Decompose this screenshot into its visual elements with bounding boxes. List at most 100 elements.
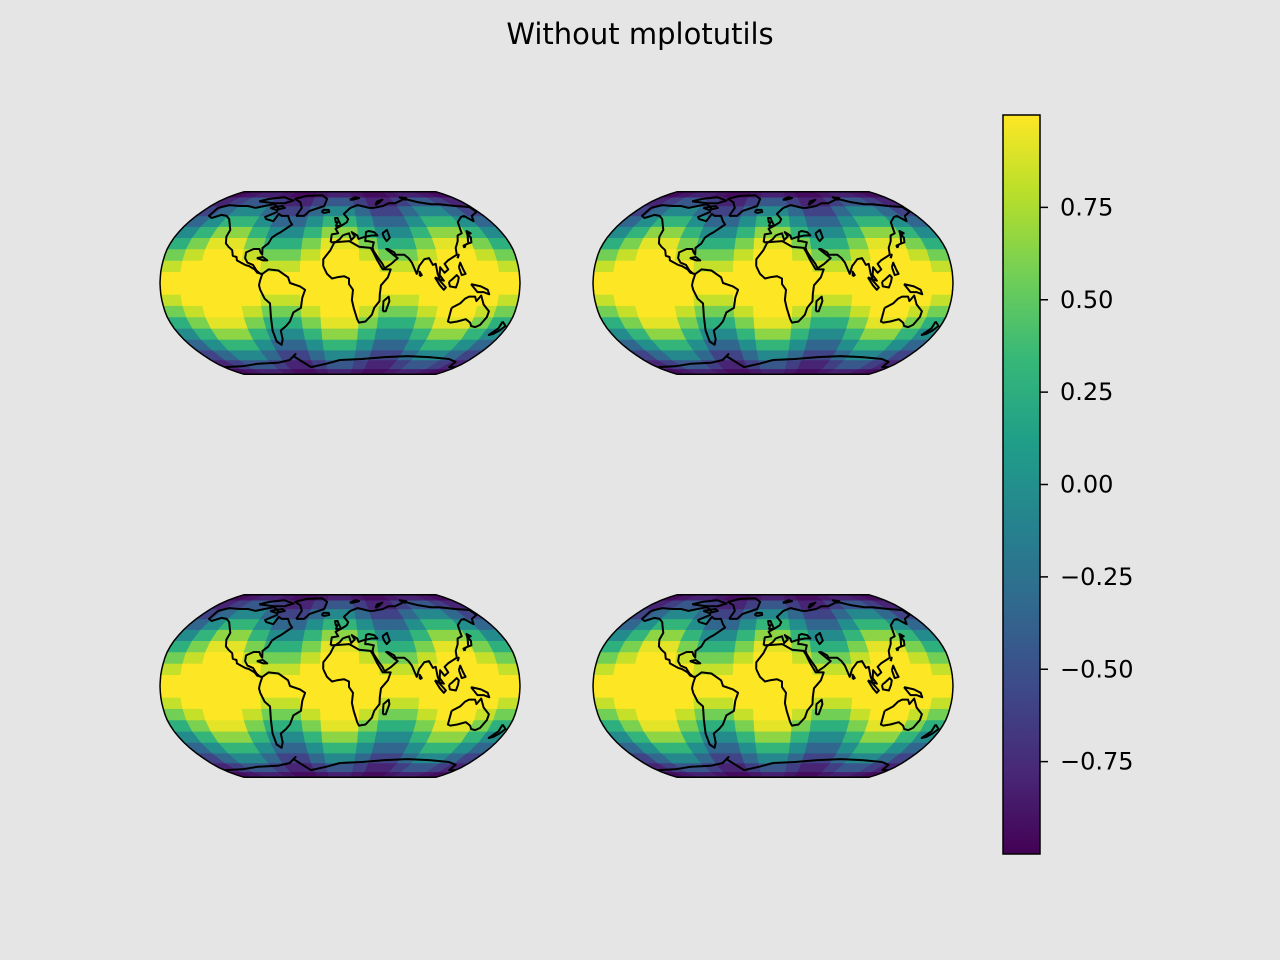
map-cell: [792, 260, 814, 272]
coastline: [831, 599, 841, 604]
coastline: [807, 198, 817, 206]
map-cell: [652, 282, 674, 295]
map-cell: [358, 708, 380, 721]
map-cell: [474, 248, 498, 261]
coastline: [208, 606, 294, 678]
map-cell: [931, 674, 953, 687]
map-cell: [831, 663, 853, 675]
coastline: [691, 268, 740, 346]
map-cell: [299, 674, 321, 687]
map-cell: [219, 685, 241, 698]
map-cell: [300, 651, 322, 664]
map-cell: [674, 305, 697, 318]
map-cell: [612, 674, 634, 687]
map-cell: [753, 708, 774, 721]
map-cell: [200, 663, 223, 675]
coastlines: [641, 597, 940, 772]
map-cell: [418, 294, 440, 306]
map-cell: [593, 697, 617, 709]
map-cell: [752, 697, 774, 709]
map-cell: [807, 328, 829, 340]
coastline: [782, 599, 793, 604]
coastline: [762, 600, 911, 685]
map-cell: [279, 294, 302, 306]
map-cell: [200, 697, 223, 709]
map-cell: [593, 294, 617, 306]
map-cell: [931, 685, 953, 698]
map-cell: [394, 237, 418, 250]
map-cell: [219, 674, 241, 687]
map-cell: [339, 359, 355, 370]
map-cell: [322, 742, 341, 754]
map-cell: [282, 640, 304, 653]
map-cell: [652, 674, 674, 687]
map-cell: [359, 685, 381, 698]
map-cell: [221, 305, 245, 318]
map-cell: [849, 708, 872, 721]
map-cell: [200, 260, 223, 272]
map-cell: [735, 328, 756, 340]
coastline: [256, 256, 269, 262]
map-cell: [868, 248, 892, 261]
map-cell: [394, 640, 418, 653]
map-cell: [304, 742, 325, 754]
coastline: [457, 664, 467, 680]
map-cell: [339, 651, 360, 664]
coastline: [814, 631, 824, 646]
map-cell: [783, 594, 799, 601]
map-cell: [673, 663, 695, 675]
map-cell: [907, 651, 931, 664]
map-cell: [300, 248, 322, 261]
map-cell: [376, 719, 398, 732]
map-cell: [359, 282, 381, 295]
map-cell: [381, 594, 404, 601]
map-cell: [219, 282, 241, 295]
map-cell: [756, 205, 774, 217]
map-cell: [635, 248, 659, 261]
map-cell: [633, 260, 656, 272]
map-cell: [672, 685, 694, 698]
map-cell: [459, 271, 481, 284]
map-cell: [180, 697, 203, 709]
map-cell: [355, 618, 376, 630]
coastline: [434, 276, 447, 291]
map-cell: [160, 271, 182, 284]
map-cell: [753, 719, 774, 732]
colorbar-tick-label: 0.75: [1060, 193, 1113, 221]
map-cell: [179, 282, 201, 295]
coastline: [294, 194, 329, 217]
map-cell: [593, 260, 617, 272]
coastline: [381, 631, 391, 646]
colorbar-tick-label: −0.50: [1060, 655, 1134, 683]
coastline: [881, 677, 893, 692]
map-cell: [339, 771, 353, 778]
coastline: [418, 270, 423, 278]
coastline: [641, 203, 727, 275]
map-cell: [887, 305, 911, 318]
map-cell: [397, 305, 419, 318]
coastline: [334, 620, 342, 631]
map-cell: [712, 294, 735, 306]
map-cell: [240, 697, 262, 709]
map-cell: [851, 697, 873, 709]
coastline: [456, 656, 460, 662]
map-cell: [612, 685, 634, 698]
coastline: [446, 697, 490, 732]
map-cell: [160, 663, 184, 675]
map-cell: [359, 674, 381, 687]
map-cell: [414, 594, 440, 601]
map-cell: [319, 294, 341, 306]
coastline: [691, 196, 728, 205]
map-cell: [202, 651, 226, 664]
coastline: [691, 599, 728, 608]
map-cell: [319, 282, 341, 295]
map-cell: [399, 685, 421, 698]
map-cell: [302, 226, 323, 238]
map-cell: [323, 608, 341, 620]
map-cell: [772, 651, 793, 664]
coastline: [641, 606, 727, 678]
map-cell: [477, 663, 500, 675]
map-cell: [832, 685, 854, 698]
map-cell: [732, 663, 754, 675]
coastline: [224, 756, 457, 772]
